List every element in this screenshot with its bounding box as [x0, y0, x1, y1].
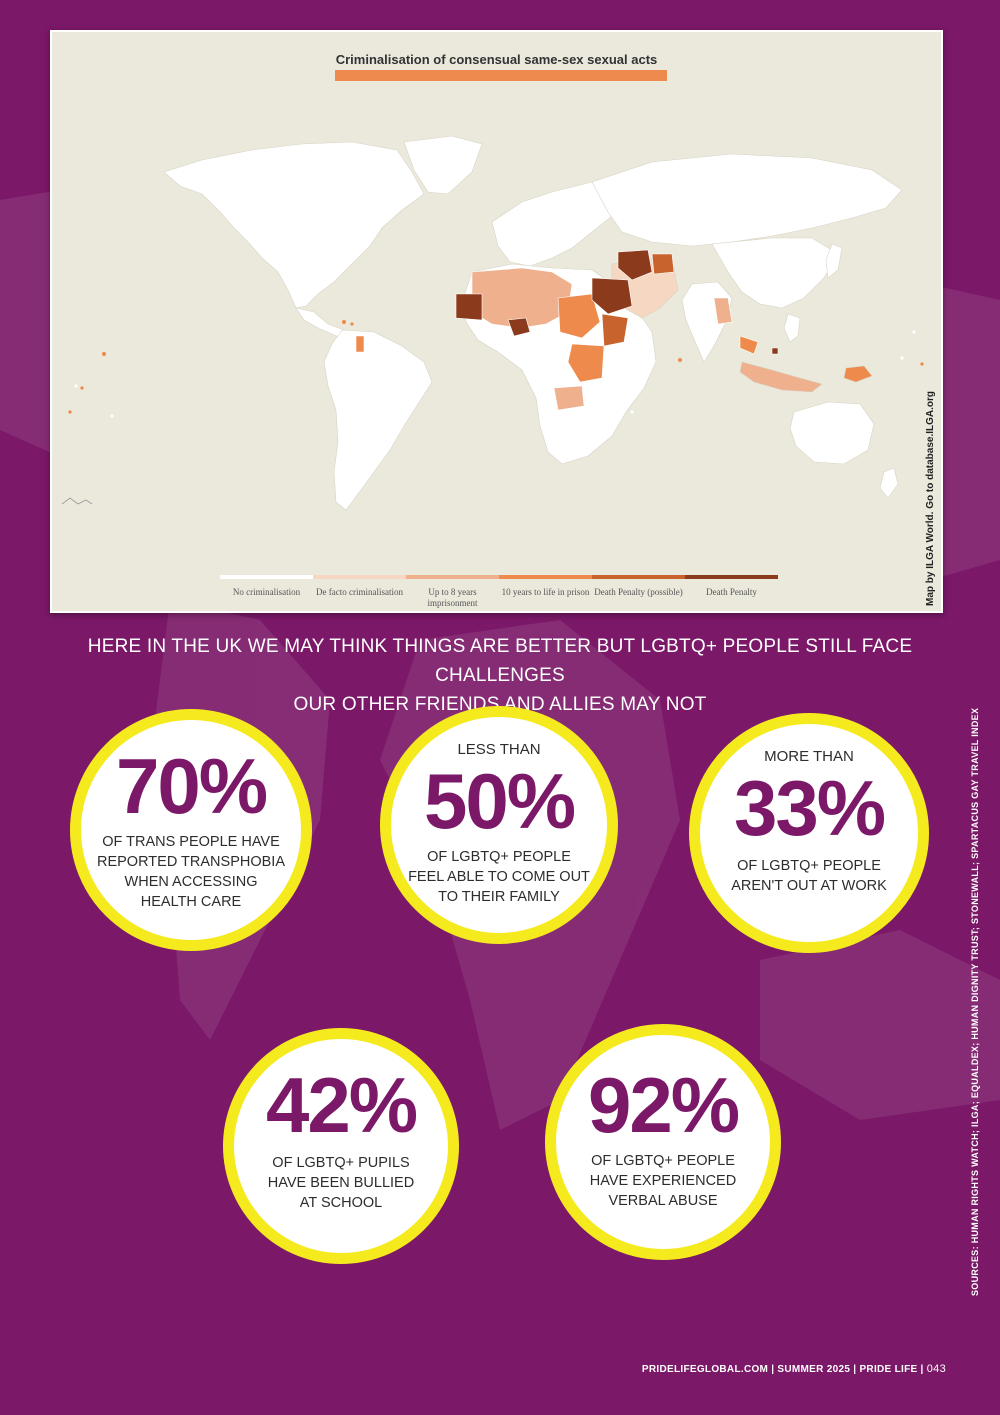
stat-desc-line: OF TRANS PEOPLE HAVE	[102, 834, 280, 850]
criminalisation-map-card: Criminalisation of consensual same-sex s…	[50, 30, 943, 613]
stat-description: OF LGBTQ+ PUPILS HAVE BEEN BULLIED AT SC…	[234, 1153, 448, 1213]
footer-text: PRIDELIFEGLOBAL.COM | SUMMER 2025 | PRID…	[641, 1364, 924, 1375]
page-footer: PRIDELIFEGLOBAL.COM | SUMMER 2025 | PRID…	[642, 1363, 946, 1375]
stat-description: OF LGBTQ+ PEOPLE AREN'T OUT AT WORK	[700, 856, 918, 896]
sources-note: SOURCES: HUMAN RIGHTS WATCH; ILGA; EQUAL…	[970, 707, 980, 1296]
region-mauritania	[455, 293, 483, 321]
legend-swatch	[592, 575, 685, 579]
stat-circle-pupils-bullied: 42% OF LGBTQ+ PUPILS HAVE BEEN BULLIED A…	[223, 1028, 459, 1264]
legend-label: Death Penalty	[706, 587, 757, 597]
new-zealand	[879, 467, 899, 499]
legend-swatch	[220, 575, 313, 579]
stat-desc-line: OF LGBTQ+ PEOPLE	[737, 858, 881, 874]
north-asia	[591, 153, 903, 247]
headline-line-2: OUR OTHER FRIENDS AND ALLIES MAY NOT	[293, 694, 707, 715]
stat-desc-line: WHEN ACCESSING	[124, 874, 258, 890]
stat-desc-line: HAVE EXPERIENCED	[589, 1173, 737, 1189]
stat-desc-line: AT SCHOOL	[299, 1195, 383, 1211]
stat-desc-line: TO THEIR FAMILY	[438, 889, 560, 905]
stat-circle-trans-health: 70% OF TRANS PEOPLE HAVE REPORTED TRANSP…	[70, 709, 312, 951]
region-horn	[601, 313, 629, 347]
stat-circle-out-at-work: MORE THAN 33% OF LGBTQ+ PEOPLE AREN'T OU…	[689, 713, 929, 953]
australia	[789, 401, 875, 465]
stat-description: OF TRANS PEOPLE HAVE REPORTED TRANSPHOBI…	[81, 832, 301, 912]
legend-swatch	[499, 575, 592, 579]
region-brunei	[771, 347, 779, 355]
region-iran	[617, 249, 653, 281]
north-america	[163, 141, 425, 309]
stat-desc-line: OF LGBTQ+ PEOPLE	[427, 849, 571, 865]
stat-desc-line: AREN'T OUT AT WORK	[731, 878, 887, 894]
stat-prefix: LESS THAN	[457, 741, 541, 758]
stat-value: 33%	[733, 764, 886, 852]
south-america	[323, 329, 433, 511]
legend-item: Up to 8 years imprisonment	[406, 575, 499, 609]
legend-swatch	[406, 575, 499, 579]
headline: HERE IN THE UK WE MAY THINK THINGS ARE B…	[40, 632, 960, 719]
stat-value: 70%	[115, 742, 268, 830]
stat-desc-line: REPORTED TRANSPHOBIA	[96, 854, 285, 870]
stat-value: 50%	[423, 757, 576, 845]
stat-circle-verbal-abuse: 92% OF LGBTQ+ PEOPLE HAVE EXPERIENCED VE…	[545, 1024, 781, 1260]
region-afghanistan	[651, 253, 675, 275]
region-saudi	[591, 277, 633, 315]
stat-desc-line: OF LGBTQ+ PEOPLE	[591, 1153, 735, 1169]
stat-prefix: MORE THAN	[764, 748, 854, 765]
japan	[825, 243, 843, 279]
region-sudan	[557, 293, 601, 339]
region-myanmar	[713, 297, 733, 325]
legend-label: De facto criminalisation	[316, 587, 403, 597]
scale-mark	[61, 497, 93, 505]
legend-label: Up to 8 years imprisonment	[427, 587, 478, 608]
stat-value: 42%	[265, 1061, 418, 1149]
region-guyana	[355, 335, 365, 353]
legend-item: 10 years to life in prison	[499, 575, 592, 598]
map-credit: Map by ILGA World. Go to database.ILGA.o…	[925, 390, 936, 606]
page-number: 043	[926, 1363, 946, 1375]
legend-item: Death Penalty (possible)	[592, 575, 685, 598]
map-title-underline	[335, 70, 667, 81]
stat-desc-line: VERBAL ABUSE	[608, 1193, 718, 1209]
legend-item: Death Penalty	[685, 575, 778, 598]
stat-description: OF LGBTQ+ PEOPLE HAVE EXPERIENCED VERBAL…	[556, 1151, 770, 1211]
legend-item: No criminalisation	[220, 575, 313, 598]
headline-line-1: HERE IN THE UK WE MAY THINK THINGS ARE B…	[87, 636, 913, 686]
legend-label: No criminalisation	[232, 587, 301, 597]
stat-desc-line: FEEL ABLE TO COME OUT	[408, 869, 590, 885]
legend-item: De facto criminalisation	[313, 575, 406, 598]
region-zambia	[553, 385, 585, 411]
stat-desc-line: OF LGBTQ+ PUPILS	[272, 1155, 410, 1171]
stat-value: 92%	[587, 1061, 740, 1149]
greenland	[403, 135, 483, 195]
region-east-africa	[567, 343, 605, 383]
map-title: Criminalisation of consensual same-sex s…	[335, 52, 658, 67]
east-asia	[711, 237, 839, 309]
philippines	[783, 313, 801, 343]
legend-swatch	[313, 575, 406, 579]
stat-description: OF LGBTQ+ PEOPLE FEEL ABLE TO COME OUT T…	[391, 847, 607, 907]
legend-swatch	[685, 575, 778, 579]
indonesia	[739, 361, 823, 393]
region-malaysia	[739, 335, 759, 355]
world-map	[61, 135, 924, 511]
legend-label: 10 years to life in prison	[501, 587, 590, 597]
stat-circle-come-out: LESS THAN 50% OF LGBTQ+ PEOPLE FEEL ABLE…	[380, 706, 618, 944]
stat-desc-line: HAVE BEEN BULLIED	[267, 1175, 415, 1191]
europe	[491, 181, 623, 267]
stat-desc-line: HEALTH CARE	[140, 894, 242, 910]
papua	[843, 365, 873, 383]
region-nigeria	[507, 317, 531, 337]
legend-label: Death Penalty (possible)	[594, 587, 683, 597]
